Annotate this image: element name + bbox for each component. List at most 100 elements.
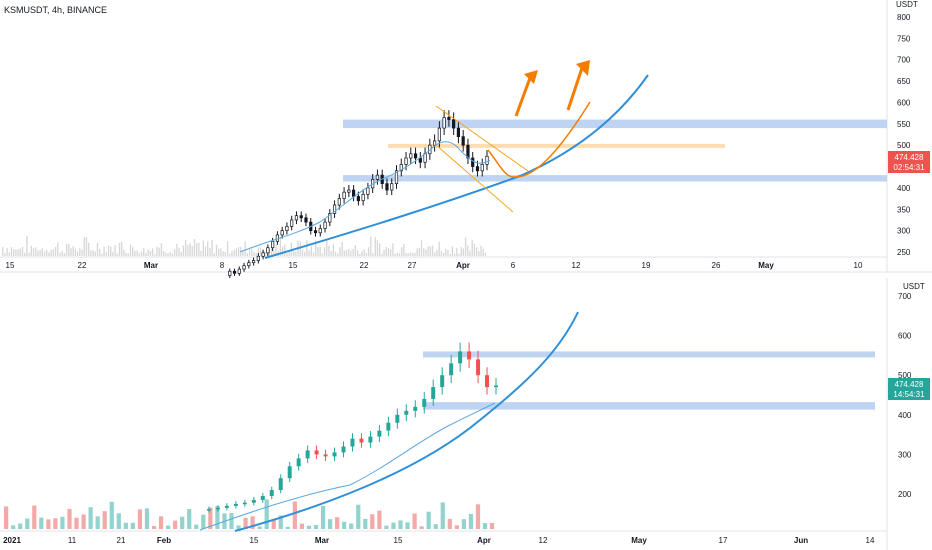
volume-bar <box>11 525 16 529</box>
top-candles[interactable] <box>228 110 489 278</box>
volume-bar <box>198 242 200 256</box>
volume-bar <box>121 241 123 256</box>
volume-bar <box>19 248 21 256</box>
price-zone[interactable] <box>343 119 887 129</box>
candle <box>337 198 341 206</box>
candle <box>294 215 299 221</box>
volume-bar <box>293 250 295 256</box>
volume-bar <box>469 250 471 256</box>
time-tick-label: 15 <box>289 261 298 270</box>
candle <box>442 117 446 129</box>
arrow-up-left-head-icon <box>524 70 538 84</box>
volume-bar <box>32 248 35 256</box>
volume-bar <box>447 518 452 529</box>
volume-bar <box>409 252 412 256</box>
volume-bar <box>433 524 438 529</box>
time-tick-label: 22 <box>78 261 87 270</box>
volume-bar <box>237 247 240 256</box>
volume-bar <box>458 253 460 256</box>
volume-bar <box>255 253 257 256</box>
price-zone[interactable] <box>423 402 875 410</box>
bottom-candles[interactable] <box>206 342 498 513</box>
price-zone[interactable] <box>423 351 875 358</box>
volume-bar <box>453 253 456 256</box>
volume-bar <box>67 508 72 529</box>
volume-bar <box>65 243 68 256</box>
candle <box>485 155 489 165</box>
bottom-drawings[interactable] <box>199 311 579 532</box>
volume-bar <box>460 247 462 256</box>
candle <box>260 495 265 500</box>
top-drawings[interactable] <box>239 60 649 259</box>
volume-bar <box>398 253 401 256</box>
volume-bar <box>246 253 249 256</box>
volume-bar <box>468 513 474 529</box>
volume-bar <box>456 247 458 256</box>
candle <box>394 170 399 184</box>
volume-bar <box>326 239 328 256</box>
top-price-value: 474.428 <box>895 153 924 162</box>
volume-bar <box>116 513 121 529</box>
time-tick-label: 19 <box>642 261 651 270</box>
candle <box>390 183 394 191</box>
volume-bar <box>405 522 410 529</box>
volume-bar <box>416 248 418 256</box>
price-tick-label: 300 <box>898 450 912 459</box>
volume-bar <box>25 518 30 529</box>
bottom-price-axis[interactable]: 700 600 500 400 300 200 <box>898 292 912 499</box>
volume-bar <box>419 526 424 529</box>
volume-bar <box>431 245 434 256</box>
candle <box>418 157 422 163</box>
volume-bar <box>176 243 178 256</box>
volume-bar <box>235 248 238 256</box>
volume-bar <box>236 525 241 529</box>
volume-bar <box>370 236 372 256</box>
candle <box>332 204 337 214</box>
volume-bar <box>482 248 484 256</box>
time-tick-label: 11 <box>68 536 77 545</box>
volume-bar <box>151 526 157 529</box>
time-tick-label: 15 <box>250 536 259 545</box>
candle <box>480 164 484 172</box>
volume-bar <box>365 253 368 256</box>
price-zone[interactable] <box>343 175 887 182</box>
volume-bar <box>320 505 326 529</box>
volume-bar <box>427 246 429 256</box>
candle <box>366 187 370 195</box>
volume-bar <box>59 252 61 256</box>
volume-bar <box>403 243 405 256</box>
bottom-volume-bars <box>4 499 495 529</box>
volume-bar <box>354 245 357 256</box>
volume-bar <box>385 246 387 256</box>
volume-bar <box>461 519 467 529</box>
bottom-time-axis[interactable]: 2021 11 21 Feb 15 Mar 15 Apr 12 May 17 Jun 14 <box>3 536 875 545</box>
candle <box>313 230 318 234</box>
volume-bar <box>74 517 79 529</box>
symbol-title[interactable]: KSMUSDT, 4h, BINANCE <box>4 5 107 15</box>
candle <box>251 499 256 503</box>
candle <box>215 507 220 510</box>
candle <box>287 466 292 479</box>
volume-bar <box>222 251 224 256</box>
volume-bar <box>445 248 447 256</box>
volume-bar <box>299 241 301 256</box>
candle <box>251 260 256 264</box>
volume-bar <box>281 246 284 256</box>
volume-bar <box>317 246 319 256</box>
volume-bar <box>123 522 128 529</box>
volume-bar <box>264 251 266 256</box>
volume-bar <box>350 250 352 256</box>
volume-bar <box>426 511 431 529</box>
volume-bar <box>48 252 50 256</box>
volume-bar <box>193 239 196 256</box>
volume-bar <box>171 253 174 256</box>
candle <box>318 228 322 234</box>
candle <box>433 140 437 146</box>
volume-bar <box>304 251 306 256</box>
volume-bar <box>285 526 290 529</box>
price-zone[interactable] <box>388 143 725 148</box>
top-time-axis[interactable]: 15 22 Mar 8 15 22 27 Apr 6 12 19 26 May 10 <box>6 261 863 270</box>
volume-bar <box>144 508 150 529</box>
top-price-axis[interactable]: 800750700650600550500450400350300250 <box>897 13 911 257</box>
